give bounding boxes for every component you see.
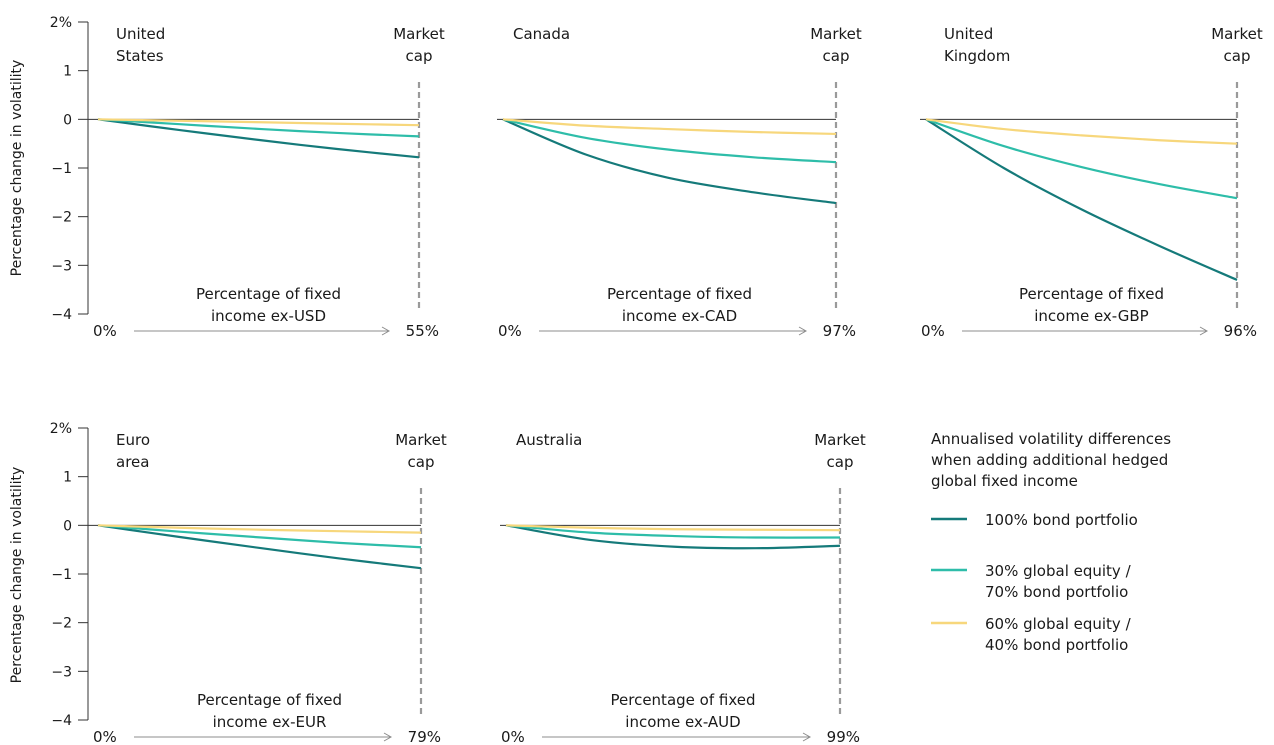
x-end-label: 96%: [1224, 322, 1257, 340]
panel-1: Market cap Canada Percentage of fixed income…: [497, 25, 862, 340]
legend-title: Annualised volatility differences: [931, 430, 1171, 448]
series-line-eq60: [925, 118, 1238, 145]
x-caption: Percentage of fixed: [1019, 285, 1164, 303]
series-line-eq60: [502, 118, 837, 136]
x-start-label: 0%: [498, 322, 522, 340]
y-axis-label: Percentage change in volatility: [9, 467, 25, 684]
legend: Annualised volatility differences when ad…: [931, 430, 1171, 654]
x-start-label: 0%: [93, 728, 117, 745]
y-tick-label: −3: [51, 664, 72, 680]
market-cap-label: Market: [395, 431, 447, 449]
y-tick-label: −1: [51, 567, 72, 583]
x-start-label: 0%: [501, 728, 525, 745]
y-tick-label: 0: [63, 112, 72, 128]
x-end-label: 97%: [823, 322, 856, 340]
series-line-bond100: [925, 118, 1238, 281]
market-cap-label: Market: [1211, 25, 1263, 43]
panel-title: Kingdom: [944, 47, 1010, 65]
y-tick-label: −1: [51, 161, 72, 177]
series-line-eq30: [97, 118, 420, 138]
x-caption: Percentage of fixed: [607, 285, 752, 303]
y-tick-label: 2%: [50, 421, 72, 437]
series-line-bond100: [97, 524, 422, 570]
legend-label: 30% global equity /: [985, 562, 1132, 580]
y-tick-label: 1: [63, 470, 72, 486]
x-caption: Percentage of fixed: [197, 691, 342, 709]
series-line-bond100: [97, 118, 420, 159]
x-start-label: 0%: [921, 322, 945, 340]
y-tick-label: −2: [51, 210, 72, 226]
legend-label: 60% global equity /: [985, 615, 1132, 633]
market-cap-label: cap: [406, 47, 433, 65]
y-axis-label: Percentage change in volatility: [9, 60, 25, 277]
series-line-eq30: [502, 118, 837, 164]
legend-label: 40% bond portfolio: [985, 636, 1128, 654]
series-line-eq60: [97, 118, 420, 127]
series-line-bond100: [505, 524, 841, 550]
y-tick-label: 1: [63, 64, 72, 80]
series-line-eq60: [505, 524, 841, 532]
panel-title: United: [944, 25, 993, 43]
panel-3: 2% 1 0 −1 −2 −3 −4 Market cap Euro area Percentage …: [50, 421, 447, 745]
y-tick-label: −4: [51, 713, 72, 729]
market-cap-label: cap: [827, 453, 854, 471]
market-cap-label: cap: [823, 47, 850, 65]
panel-title: Canada: [513, 25, 570, 43]
series-line-bond100: [502, 118, 837, 205]
x-end-label: 55%: [406, 322, 439, 340]
panel-2: Market cap United Kingdom Percentage of fixe…: [920, 25, 1263, 340]
x-caption: income ex-AUD: [625, 713, 740, 731]
panel-title: Euro: [116, 431, 150, 449]
x-caption: income ex-EUR: [213, 713, 327, 731]
legend-label: 70% bond portfolio: [985, 583, 1128, 601]
x-start-label: 0%: [93, 322, 117, 340]
y-tick-label: −4: [51, 307, 72, 323]
panel-0: 2% 1 0 −1 −2 −3 −4 Market cap United States Percent…: [50, 15, 445, 340]
market-cap-label: Market: [814, 431, 866, 449]
legend-title: global fixed income: [931, 472, 1078, 490]
series-line-eq30: [505, 524, 841, 539]
x-caption: income ex-CAD: [622, 307, 737, 325]
series-line-eq30: [97, 524, 422, 549]
legend-title: when adding additional hedged: [931, 451, 1168, 469]
series-line-eq60: [97, 524, 422, 534]
panel-title: Australia: [516, 431, 582, 449]
y-tick-label: −2: [51, 616, 72, 632]
market-cap-label: cap: [1224, 47, 1251, 65]
market-cap-label: Market: [810, 25, 862, 43]
y-tick-label: −3: [51, 258, 72, 274]
market-cap-label: Market: [393, 25, 445, 43]
panel-title: United: [116, 25, 165, 43]
x-end-label: 79%: [408, 728, 441, 745]
panel-title: area: [116, 453, 149, 471]
x-end-label: 99%: [827, 728, 860, 745]
y-tick-label: 0: [63, 518, 72, 534]
legend-label: 100% bond portfolio: [985, 511, 1138, 529]
x-caption: income ex-USD: [211, 307, 326, 325]
panel-4: Market cap Australia Percentage of fixed inc…: [500, 431, 866, 745]
y-tick-label: 2%: [50, 15, 72, 31]
series-line-eq30: [925, 118, 1238, 200]
panel-title: States: [116, 47, 164, 65]
x-caption: income ex-GBP: [1034, 307, 1148, 325]
x-caption: Percentage of fixed: [196, 285, 341, 303]
market-cap-label: cap: [408, 453, 435, 471]
x-caption: Percentage of fixed: [611, 691, 756, 709]
